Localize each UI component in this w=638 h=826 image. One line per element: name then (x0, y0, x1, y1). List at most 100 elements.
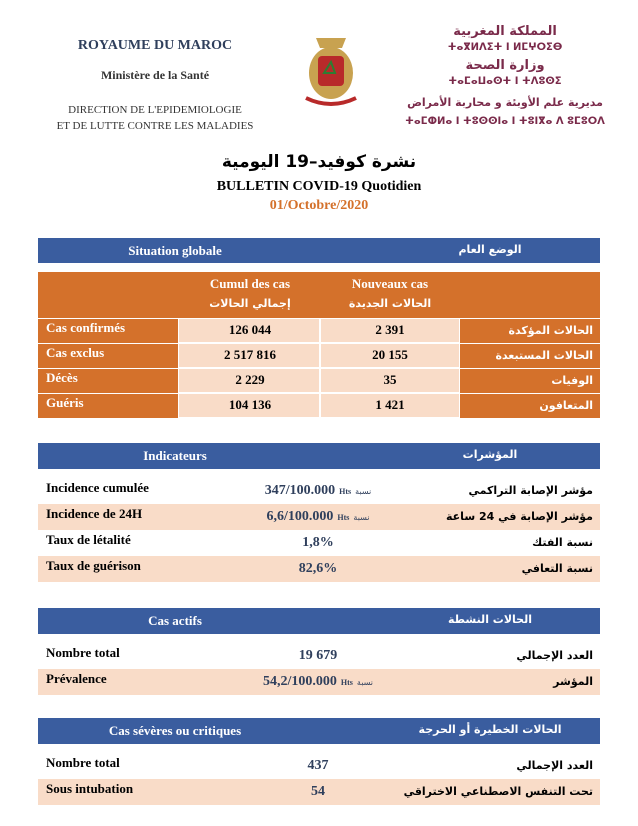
title-ar: نشرة كوفيد–19 اليومية (221, 152, 417, 172)
row-label-cell (460, 393, 600, 418)
row-value: 54 (311, 783, 325, 800)
row (38, 779, 600, 805)
row (38, 556, 600, 582)
value-number: 347/100.000 (264, 483, 336, 498)
row-label-fr: Guéris (46, 395, 84, 410)
row-label-ar: المتعافون (539, 399, 593, 412)
value-cell (178, 318, 320, 343)
row-label-ar: الحالات المؤكدة (508, 324, 593, 337)
cell-value: 2 229 (235, 372, 265, 387)
header-right-line: ⵜⴰⴳⵍⴷⵉⵜ ⵏ ⵍⵎⵖⵔⵉⴱ (447, 42, 563, 53)
title-fr: BULLETIN COVID-19 Quotidien (216, 179, 422, 194)
value-number: 82,6% (298, 561, 338, 576)
row-value: 82,6% (299, 560, 338, 577)
row (38, 643, 600, 669)
row-label-ar: الوفيات (551, 374, 593, 387)
cell-value: 104 136 (228, 397, 272, 412)
emblem (305, 38, 357, 106)
row-label-fr: Incidence de 24H (46, 506, 143, 521)
cell-value: 2 391 (375, 322, 405, 337)
value-number: 1,8% (302, 535, 334, 550)
section-title-fr: Indicateurs (143, 448, 207, 463)
value-number: 437 (307, 758, 329, 773)
value-number: 54 (311, 784, 325, 799)
column-head-fr: Nouveaux cas (351, 276, 429, 291)
row-label-fr: Décès (46, 370, 78, 385)
header-left-line: DIRECTION DE L'EPIDEMIOLOGIE (68, 104, 242, 116)
row-value: 1,8% (302, 534, 334, 551)
value-number: 19 679 (298, 648, 338, 663)
section-title-fr: Cas sévères ou critiques (108, 723, 242, 738)
header-right-line: المملكة المغربية (453, 24, 557, 39)
row-label-fr: Nombre total (46, 645, 120, 660)
value-cell (320, 318, 460, 343)
section-bar (38, 238, 600, 263)
row-value: 54,2/100.000 Hts نسبة (263, 673, 373, 690)
value-number: 54,2/100.000 (263, 674, 337, 689)
header-left-line: ROYAUME DU MAROC (77, 38, 233, 53)
row-label-ar: نسبة الفتك (532, 536, 593, 549)
header-left-line: ET DE LUTTE CONTRE LES MALADIES (56, 120, 254, 132)
value-cell (178, 393, 320, 418)
row-label-ar: نسبة التعافي (521, 562, 593, 575)
section-title-fr: Situation globale (128, 243, 222, 258)
value-cell (320, 368, 460, 393)
row-label-ar: الحالات المستبعدة (495, 349, 593, 362)
row-label-cell (38, 343, 178, 368)
row-label-fr: Taux de létalité (46, 532, 131, 547)
row-label-fr: Incidence cumulée (46, 480, 149, 495)
cell-value: 20 155 (372, 347, 408, 362)
row-label-cell (38, 368, 178, 393)
value-unit: Hts (340, 678, 353, 687)
column-head-ar: إجمالي الحالات (209, 297, 291, 310)
header-left-line: Ministère de la Santé (100, 68, 210, 82)
date: 01/Octobre/2020 (269, 198, 369, 213)
column-head-ar: الحالات الجديدة (348, 297, 432, 310)
row-label-fr: Cas confirmés (46, 320, 126, 335)
row (38, 669, 600, 695)
header-right-line: ⵜⴰⵎⵀⵍⴰ ⵏ ⵜⵓⵙⵙⵏⴰ ⵏ ⵜⵓⵏⴳⴰ ⴷ ⵓⵎⵓⵔⴷ (405, 116, 605, 127)
header-right-line: مديرية علم الأوبئة و محاربة الأمراض (407, 96, 603, 109)
row-label-ar: مؤشر الإصابة التراكمي (468, 484, 593, 497)
value-unit-ar: نسبة (356, 678, 373, 687)
row-value: 347/100.000 Hts نسبة (265, 482, 371, 499)
row-label-cell (460, 368, 600, 393)
row-label-fr: Prévalence (46, 671, 107, 686)
value-unit: Hts (337, 513, 350, 522)
value-cell (320, 343, 460, 368)
row-label-ar: مؤشر الإصابة في 24 ساعة (446, 510, 593, 523)
row-label-ar: العدد الإجمالي (516, 759, 593, 772)
section-title-fr: Cas actifs (148, 613, 202, 628)
section-bar (38, 718, 600, 744)
section-title-ar: الحالات الخطيرة أو الحرجة (418, 723, 562, 736)
cell-value: 2 517 816 (224, 347, 276, 362)
section-title-ar: الوضع العام (458, 243, 522, 256)
row-label-ar: العدد الإجمالي (516, 649, 593, 662)
section-bar (38, 443, 600, 469)
row (38, 530, 600, 556)
row-value: 437 (308, 757, 329, 774)
row-label-ar: تحت التنفس الاصطناعي الاختراقي (403, 785, 593, 798)
table-header (38, 272, 600, 318)
cell-value: 126 044 (228, 322, 272, 337)
section-bar (38, 608, 600, 634)
row (38, 478, 600, 504)
value-cell (178, 343, 320, 368)
row-label-cell (38, 318, 178, 343)
row-label-fr: Sous intubation (46, 781, 134, 796)
cell-value: 1 421 (375, 397, 405, 412)
row-label-cell (460, 318, 600, 343)
row (38, 504, 600, 530)
cell-value: 35 (383, 372, 397, 387)
row-label-cell (460, 343, 600, 368)
header-right-line: ⵜⴰⵎⴰⵡⴰⵙⵜ ⵏ ⵜⴷⵓⵙⵉ (448, 76, 562, 87)
column-head-fr: Cumul des cas (209, 276, 291, 291)
section-title-ar: الحالات النشطة (447, 613, 533, 626)
row-label-fr: Cas exclus (46, 345, 105, 360)
value-unit-ar: نسبة (353, 513, 370, 522)
row-value: 6,6/100.000 Hts نسبة (267, 508, 370, 525)
row-label-fr: Nombre total (46, 755, 120, 770)
row-label-ar: المؤشر (553, 675, 593, 688)
value-unit-ar: نسبة (355, 487, 372, 496)
